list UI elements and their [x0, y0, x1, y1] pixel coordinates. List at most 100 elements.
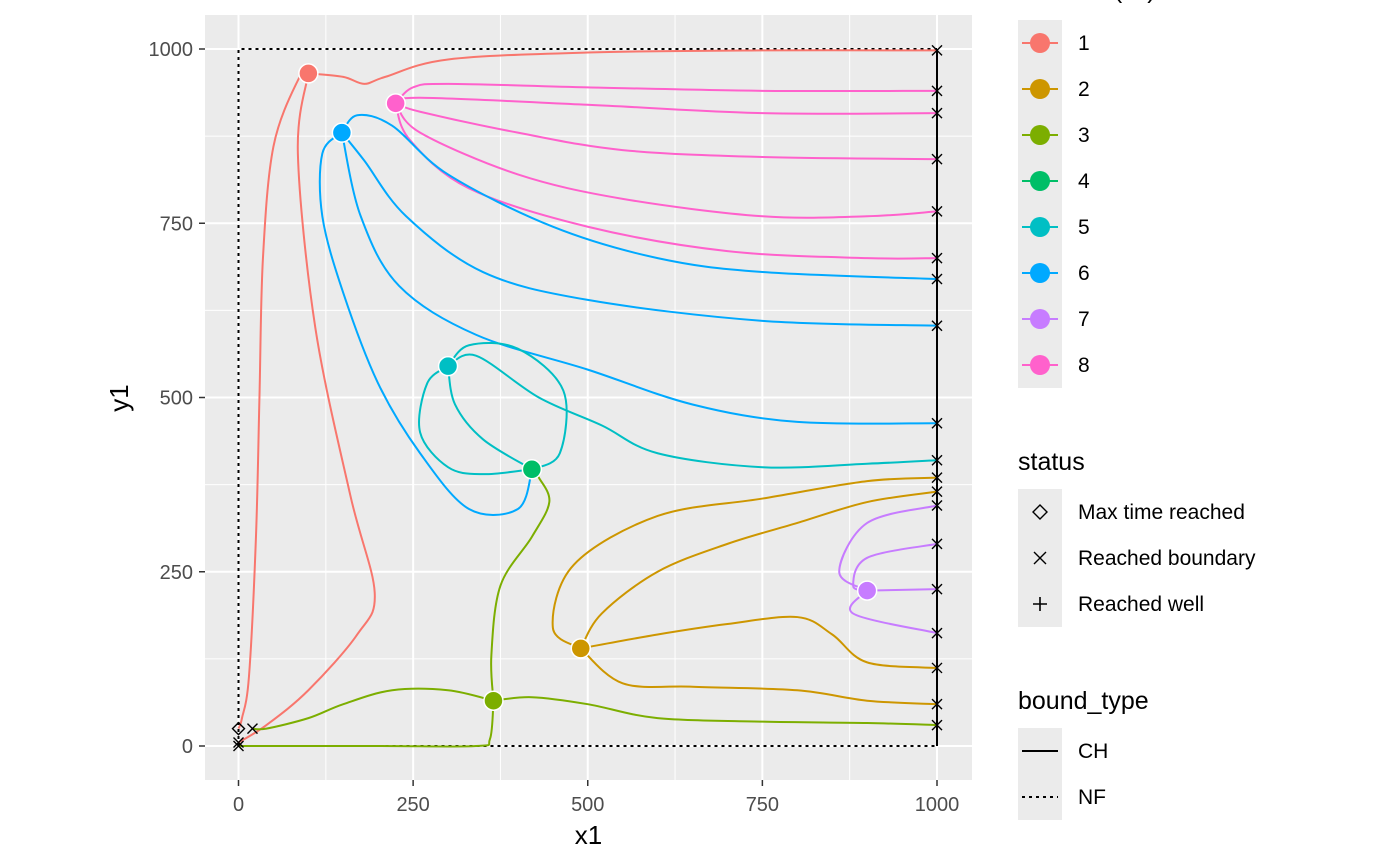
y-tick-label: 1000 — [149, 39, 194, 61]
reached-boundary-marker — [931, 583, 943, 595]
series-line-2 — [580, 647, 938, 706]
boundary-NF — [237, 48, 937, 746]
series-line-2 — [579, 490, 938, 649]
legend-key-point — [1030, 171, 1050, 191]
series-line-1 — [237, 73, 376, 744]
legend-label-bound-type: CH — [1078, 740, 1108, 763]
well-point-3 — [483, 690, 504, 711]
series-line-1 — [308, 49, 938, 85]
series-line-8 — [395, 96, 938, 115]
well-point-1 — [298, 63, 319, 84]
series-line-1 — [237, 71, 309, 729]
max-time-marker — [231, 721, 246, 736]
legend-label-4: 4 — [1078, 170, 1090, 193]
legend-label-1: 1 — [1078, 32, 1090, 55]
well-point-5 — [437, 355, 459, 377]
series-line-3 — [252, 687, 494, 731]
x-tick-label: 750 — [746, 794, 779, 816]
legend-title-bound-type: bound_type — [1018, 687, 1149, 715]
series-line-6 — [318, 131, 533, 516]
reached-boundary-marker — [931, 205, 943, 217]
legend-key-point — [1030, 33, 1050, 53]
legend-label-5: 5 — [1078, 216, 1090, 239]
reached-boundary-marker — [931, 719, 943, 731]
legend-key-point — [1030, 79, 1050, 99]
reached-well-marker — [1033, 597, 1047, 611]
legend-label-status: Max time reached — [1078, 501, 1245, 524]
legend-label-status: Reached boundary — [1078, 547, 1256, 570]
legend-key-background — [1018, 20, 1062, 388]
x-tick-label: 0 — [233, 794, 244, 816]
legend-label-bound-type: NF — [1078, 786, 1106, 809]
series-layer — [237, 49, 938, 748]
x-tick-label: 250 — [396, 794, 429, 816]
legend-title-id: as.factor(ID) — [1018, 0, 1156, 4]
y-tick-label: 500 — [160, 388, 193, 410]
series-line-3 — [493, 696, 938, 727]
series-line-7 — [838, 504, 938, 592]
series-line-8 — [394, 102, 938, 219]
legend-label-7: 7 — [1078, 308, 1090, 331]
series-line-7 — [867, 588, 938, 592]
wells-layer — [298, 63, 878, 711]
legend-label-8: 8 — [1078, 354, 1090, 377]
series-line-8 — [394, 82, 938, 105]
series-line-5 — [447, 365, 533, 471]
x-tick-label: 1000 — [915, 794, 960, 816]
y-tick-label: 750 — [160, 213, 193, 235]
x-tick-label: 500 — [571, 794, 604, 816]
reached-boundary-marker — [931, 107, 943, 119]
series-line-2 — [580, 615, 938, 669]
legend-label-6: 6 — [1078, 262, 1090, 285]
well-point-4 — [521, 459, 543, 480]
reached-boundary-marker — [931, 273, 943, 285]
legend-key-point — [1030, 125, 1050, 145]
boundary-lines — [237, 48, 938, 747]
reached-boundary-marker — [931, 538, 943, 550]
series-line-2 — [551, 476, 938, 650]
legends: as.factor(ID) 1 2 3 4 5 6 7 8 status Max time reac… — [1018, 0, 1256, 820]
reached-boundary-marker — [931, 44, 943, 56]
reached-boundary-marker — [931, 698, 943, 710]
legend-key-point — [1030, 309, 1050, 329]
series-line-5 — [447, 342, 568, 471]
reached-boundary-marker — [931, 153, 943, 165]
y-axis-title: y1 — [104, 384, 134, 411]
well-point-7 — [856, 580, 878, 601]
series-line-3 — [490, 468, 551, 701]
series-line-6 — [341, 113, 938, 281]
reached-boundary-marker — [931, 486, 943, 498]
legend-key-point — [1030, 263, 1050, 283]
reached-boundary-marker — [233, 737, 244, 749]
y-tick-label: 0 — [182, 736, 193, 758]
reached-boundary-marker — [931, 252, 943, 264]
series-line-6 — [340, 132, 938, 425]
reached-boundary-marker — [1033, 551, 1047, 565]
legend-title-status: status — [1018, 448, 1085, 476]
reached-boundary-marker — [931, 500, 943, 512]
max-time-marker — [1032, 504, 1048, 520]
series-line-5 — [447, 353, 938, 469]
legend-label-2: 2 — [1078, 78, 1090, 101]
x-axis-title: x1 — [575, 820, 602, 850]
series-line-8 — [395, 102, 938, 161]
reached-boundary-marker — [931, 417, 943, 429]
series-line-3 — [238, 700, 495, 748]
well-point-8 — [385, 93, 406, 114]
legend-key-point — [1030, 217, 1050, 237]
series-line-5 — [418, 365, 532, 476]
reached-boundary-marker — [246, 723, 258, 735]
reached-boundary-marker — [931, 627, 943, 639]
reached-boundary-marker — [931, 85, 943, 97]
reached-boundary-marker — [931, 454, 943, 466]
well-point-6 — [331, 122, 353, 143]
axes: 0 250 500 750 1000 0 250 500 750 1000 x1 y1 — [104, 39, 959, 850]
reached-boundary-marker — [931, 472, 943, 484]
y-tick-label: 250 — [160, 562, 193, 584]
reached-boundary-marker — [931, 320, 943, 332]
legend-label-status: Reached well — [1078, 593, 1204, 616]
well-point-2 — [570, 638, 592, 659]
legend-label-3: 3 — [1078, 124, 1090, 147]
series-line-6 — [341, 132, 938, 327]
